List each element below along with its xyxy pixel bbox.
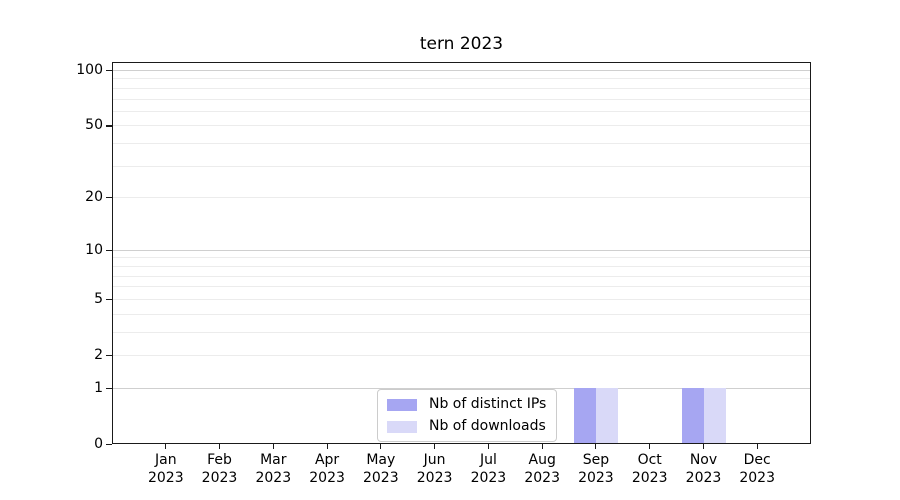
legend-label-distinct-ips: Nb of distinct IPs — [429, 396, 547, 412]
x-tick-mark — [218, 444, 221, 449]
x-tick-month: Apr — [314, 452, 340, 468]
y-tick-mark — [106, 355, 112, 357]
y-tick-label: 20 — [85, 189, 103, 206]
gridline-minor — [112, 110, 811, 112]
x-tick-label: Jul 2023 — [446, 452, 530, 487]
x-tick-label: Dec 2023 — [715, 452, 799, 487]
x-tick-label: Aug 2023 — [500, 452, 584, 487]
gridline-minor — [112, 298, 811, 300]
x-tick-year: 2023 — [309, 469, 345, 486]
x-tick-month: Jul — [479, 452, 497, 468]
gridline-minor — [112, 197, 811, 199]
y-tick-mark — [106, 387, 112, 389]
gridline-minor — [112, 143, 811, 145]
gridline-minor — [112, 313, 811, 315]
bar-downloads — [595, 387, 618, 444]
gridline-major — [112, 70, 811, 71]
gridline-major — [112, 249, 811, 251]
legend-entry-downloads: Nb of downloads — [387, 418, 546, 435]
x-tick-month: Oct — [637, 452, 662, 468]
x-tick-mark — [756, 444, 758, 449]
gridline-major — [112, 387, 811, 389]
x-tick-mark — [434, 444, 436, 449]
x-tick-month: Mar — [260, 452, 287, 468]
x-tick-mark — [326, 444, 328, 449]
x-tick-year: 2023 — [470, 469, 507, 486]
y-tick-mark — [106, 125, 112, 127]
gridline-minor — [112, 286, 811, 288]
plot-frame — [112, 62, 811, 444]
x-tick-month: Aug — [528, 452, 556, 468]
gridline-minor — [112, 78, 811, 80]
gridline-minor — [112, 275, 811, 277]
chart-legend: Nb of distinct IPs Nb of downloads — [377, 389, 558, 442]
chart-title: tern 2023 — [419, 34, 504, 54]
legend-entry-distinct-ips: Nb of distinct IPs — [387, 396, 546, 413]
x-tick-year: 2023 — [524, 469, 560, 486]
x-tick-month: May — [366, 452, 396, 468]
x-tick-month: Nov — [689, 452, 718, 468]
x-tick-mark — [272, 444, 274, 449]
y-tick-mark — [106, 444, 112, 446]
y-tick-label: 5 — [94, 290, 103, 307]
x-tick-year: 2023 — [739, 469, 775, 486]
gridline-minor — [112, 257, 811, 259]
x-tick-label: Jun 2023 — [393, 452, 477, 487]
legend-label-downloads: Nb of downloads — [429, 418, 546, 434]
x-tick-month: Dec — [743, 452, 771, 468]
bar-distinct-ips — [681, 387, 704, 444]
x-tick-mark — [487, 444, 489, 449]
x-tick-year: 2023 — [147, 469, 184, 486]
x-tick-label: Apr 2023 — [285, 452, 369, 487]
y-tick-label: 10 — [85, 241, 103, 258]
gridline-minor — [112, 331, 811, 333]
x-tick-mark — [702, 444, 705, 449]
x-tick-label: Feb 2023 — [178, 452, 262, 487]
gridline-minor — [112, 87, 811, 89]
y-tick-mark — [106, 70, 112, 72]
x-tick-label: Nov 2023 — [662, 452, 746, 487]
x-tick-mark — [541, 444, 543, 449]
legend-swatch-distinct-ips — [387, 398, 417, 411]
gridline-minor — [112, 355, 811, 356]
y-tick-label: 2 — [94, 347, 103, 363]
x-tick-year: 2023 — [631, 469, 668, 486]
bar-distinct-ips — [573, 387, 596, 444]
legend-swatch-downloads — [387, 420, 417, 433]
y-tick-mark — [106, 249, 112, 251]
x-tick-label: Jan 2023 — [124, 452, 208, 487]
y-tick-mark — [106, 298, 112, 300]
x-tick-mark — [380, 444, 382, 449]
x-tick-label: Mar 2023 — [231, 452, 315, 487]
gridline-minor — [112, 265, 811, 267]
x-tick-year: 2023 — [362, 469, 399, 486]
plot-area: Nb of distinct IPs Nb of downloads 0 1 2 5 10… — [76, 62, 811, 486]
x-tick-mark — [595, 444, 597, 449]
bar-downloads — [703, 387, 726, 444]
y-tick-mark — [106, 197, 112, 199]
x-tick-year: 2023 — [201, 469, 238, 486]
x-tick-month: Jun — [423, 452, 446, 468]
x-tick-year: 2023 — [578, 469, 614, 486]
gridline-minor — [112, 98, 811, 100]
gridline-minor — [112, 125, 811, 127]
gridline-minor — [112, 165, 811, 167]
y-tick-label: 0 — [94, 436, 103, 452]
x-tick-year: 2023 — [255, 469, 292, 486]
y-tick-label: 100 — [76, 62, 103, 78]
x-tick-year: 2023 — [685, 469, 722, 486]
x-tick-month: Feb — [207, 452, 232, 468]
y-tick-label: 1 — [94, 379, 103, 396]
x-tick-mark — [649, 444, 651, 449]
x-tick-month: Jan — [155, 452, 177, 468]
x-tick-label: May 2023 — [339, 452, 423, 487]
x-tick-year: 2023 — [416, 469, 453, 486]
y-tick-label: 50 — [85, 117, 103, 134]
x-tick-label: Oct 2023 — [608, 452, 692, 487]
x-tick-month: Sep — [582, 452, 610, 468]
x-tick-mark — [165, 444, 167, 449]
x-tick-label: Sep 2023 — [554, 452, 638, 487]
